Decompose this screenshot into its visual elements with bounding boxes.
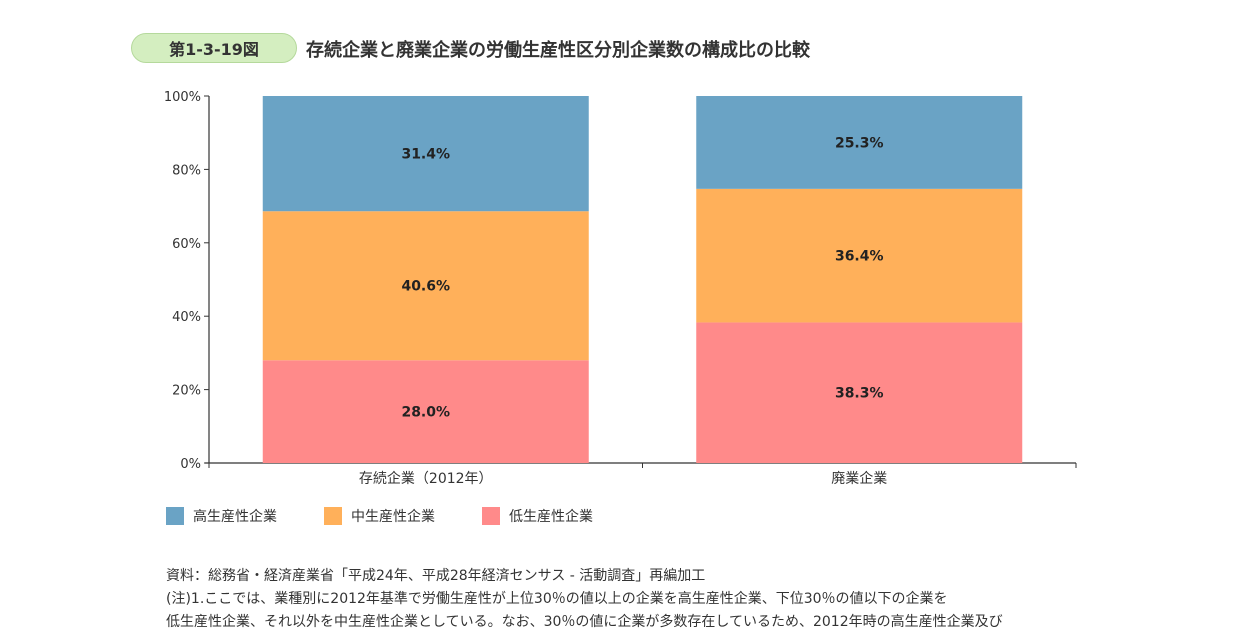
figure-label: 第1-3-19図 <box>169 40 259 59</box>
legend-item-high: 高生産性企業 <box>166 506 277 526</box>
data-label: 36.4% <box>835 249 884 265</box>
bar-segment <box>696 322 1023 463</box>
x-category-label: 存続企業（2012年） <box>359 470 493 487</box>
bar-segment <box>696 188 1023 323</box>
bar-segment <box>696 96 1023 189</box>
data-label: 25.3% <box>835 135 884 151</box>
footnote-line-2: 低生産性企業、それ以外を中生産性企業としている。なお、30％の値に企業が多数存在… <box>166 614 1003 630</box>
legend-label-low: 低生産性企業 <box>509 509 593 525</box>
y-tick-label: 40% <box>172 310 201 325</box>
y-tick-label: 60% <box>172 237 201 252</box>
stacked-bar-chart: 0% 20% 40% 60% 80% 100% 28.0% 40.6% 31.4% 存続企業（20… <box>164 90 1077 487</box>
chart-title: 存続企業と廃業企業の労働生産性区分別企業数の構成比の比較 <box>306 40 810 61</box>
data-label: 40.6% <box>401 279 450 295</box>
y-tick-label: 100% <box>164 90 201 105</box>
footnote-line-1: (注)1.ここでは、業種別に2012年基準で労働生産性が上位30％の値以上の企業… <box>166 591 948 607</box>
bar-segment <box>262 96 589 212</box>
y-tick-label: 20% <box>172 384 201 399</box>
x-category-label: 廃業企業 <box>831 470 887 487</box>
data-label: 28.0% <box>401 405 450 421</box>
legend-label-mid: 中生産性企業 <box>351 509 435 525</box>
legend-swatch-mid <box>324 507 342 525</box>
legend-swatch-high <box>166 507 184 525</box>
legend-label-high: 高生産性企業 <box>193 509 277 525</box>
chart-legend: 高生産性企業 中生産性企業 低生産性企業 <box>166 506 640 526</box>
data-label: 31.4% <box>401 147 450 163</box>
chart-notes: 資料：総務省・経済産業省「平成24年、平成28年経済センサス - 活動調査」再編… <box>166 565 1086 634</box>
legend-item-mid: 中生産性企業 <box>324 506 435 526</box>
legend-swatch-low <box>482 507 500 525</box>
figure-label-badge: 第1-3-19図 <box>131 33 297 63</box>
y-tick-label: 80% <box>172 163 201 178</box>
data-label: 38.3% <box>835 386 884 402</box>
legend-item-low: 低生産性企業 <box>482 506 593 526</box>
bar-segment <box>262 360 589 463</box>
source-note: 資料：総務省・経済産業省「平成24年、平成28年経済センサス - 活動調査」再編… <box>166 568 706 584</box>
y-tick-label: 0% <box>180 457 201 472</box>
bar-segment <box>262 211 589 361</box>
